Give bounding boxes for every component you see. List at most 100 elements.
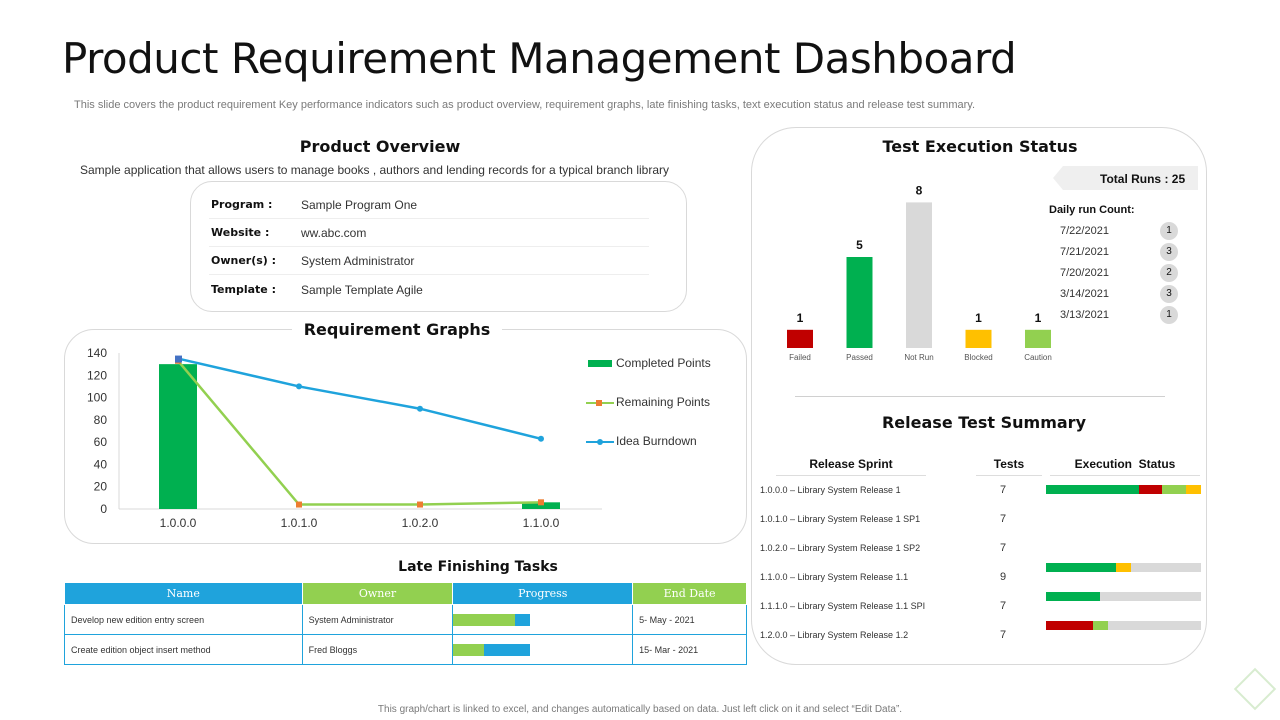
test-status-category: Passed xyxy=(846,353,873,362)
execution-status-segment xyxy=(1092,621,1108,630)
table-row[interactable]: Develop new edition entry screen System … xyxy=(64,604,747,635)
task-progress xyxy=(452,634,634,665)
remaining-points-marker xyxy=(296,501,302,508)
daily-run-count-badge: 3 xyxy=(1160,243,1178,261)
release-tests: 7 xyxy=(1000,513,1007,525)
execution-status-segment xyxy=(1162,485,1186,494)
overview-value: System Administrator xyxy=(301,254,415,268)
total-runs-label: Total Runs : 25 xyxy=(1100,172,1186,186)
daily-run-label: Daily run Count: xyxy=(1049,204,1135,216)
overview-row-website: Website : ww.abc.com xyxy=(209,219,649,247)
test-execution-heading: Test Execution Status xyxy=(882,137,1078,156)
test-status-category: Caution xyxy=(1024,353,1052,362)
requirement-graphs-heading: Requirement Graphs xyxy=(292,320,502,339)
task-end-date: 5- May - 2021 xyxy=(632,604,747,635)
daily-run-date: 7/21/2021 xyxy=(1060,246,1109,258)
task-progress xyxy=(452,604,634,635)
execution-status-bar xyxy=(1046,592,1201,601)
legend-burndown-marker xyxy=(597,439,603,445)
overview-key: Website : xyxy=(211,226,270,239)
progress-remaining-bar xyxy=(514,613,531,626)
release-tests: 7 xyxy=(1000,484,1007,496)
y-tick-label: 100 xyxy=(87,391,107,405)
legend-completed-label: Completed Points xyxy=(616,356,711,370)
table-row[interactable]: Create edition object insert method Fred… xyxy=(64,634,747,665)
page-subtitle: This slide covers the product requiremen… xyxy=(74,99,976,111)
legend-remaining-marker xyxy=(596,400,602,406)
execution-status-segment xyxy=(1046,485,1139,494)
idea-burndown-line xyxy=(177,357,542,441)
release-col-status: Execution Status xyxy=(1050,457,1200,476)
overview-key: Owner(s) : xyxy=(211,254,277,267)
idea-burndown-marker xyxy=(538,435,544,442)
overview-row-program: Program : Sample Program One xyxy=(209,191,649,219)
task-end-date: 15- Mar - 2021 xyxy=(632,634,747,665)
execution-status-segment xyxy=(1115,563,1132,572)
test-status-value: 5 xyxy=(856,238,863,252)
divider xyxy=(795,396,1165,397)
completed-points-bar xyxy=(522,502,560,509)
test-status-category: Failed xyxy=(789,353,811,362)
footer-note: This graph/chart is linked to excel, and… xyxy=(377,704,903,715)
column-header-name: Name xyxy=(64,582,303,605)
release-row[interactable]: 1.0.2.0 – Library System Release 1 SP2 7 xyxy=(760,538,1210,572)
release-row[interactable]: 1.0.1.0 – Library System Release 1 SP1 7 xyxy=(760,509,1210,538)
daily-run-row: 3/14/2021 3 xyxy=(1060,285,1180,303)
late-tasks-table: Name Owner Progress End Date Develop new… xyxy=(64,582,747,665)
product-overview-heading: Product Overview xyxy=(299,137,461,156)
release-tests: 7 xyxy=(1000,629,1007,641)
release-col-tests: Tests xyxy=(976,457,1042,476)
release-sprint: 1.0.2.0 – Library System Release 1 SP2 xyxy=(760,543,921,553)
release-sprint: 1.1.1.0 – Library System Release 1.1 SPI xyxy=(760,601,926,611)
column-header-progress: Progress xyxy=(452,582,634,605)
release-row[interactable]: 1.0.0.0 – Library System Release 1 7 xyxy=(760,480,1210,509)
overview-value: Sample Template Agile xyxy=(301,283,423,297)
release-row[interactable]: 1.1.1.0 – Library System Release 1.1 SPI… xyxy=(760,596,1210,630)
task-owner: System Administrator xyxy=(301,604,454,635)
late-tasks-heading: Late Finishing Tasks xyxy=(398,559,558,575)
release-row[interactable]: 1.1.0.0 – Library System Release 1.1 9 xyxy=(760,567,1210,601)
x-tick-label: 1.0.1.0 xyxy=(281,516,318,530)
execution-status-segment xyxy=(1131,563,1201,572)
execution-status-bar xyxy=(1046,563,1201,572)
y-tick-label: 120 xyxy=(87,368,107,382)
remaining-points-marker xyxy=(538,499,544,506)
daily-run-count-badge: 3 xyxy=(1160,285,1178,303)
overview-key: Program : xyxy=(211,198,273,211)
x-tick-label: 1.1.0.0 xyxy=(523,516,560,530)
y-tick-label: 80 xyxy=(94,413,108,427)
column-header-owner: Owner xyxy=(301,582,454,605)
remaining-points-marker xyxy=(417,501,423,508)
overview-key: Template : xyxy=(211,283,276,296)
y-tick-label: 140 xyxy=(87,346,107,360)
release-tests: 7 xyxy=(1000,542,1007,554)
total-runs-tag xyxy=(1053,166,1198,190)
daily-run-count-badge: 1 xyxy=(1160,306,1178,324)
execution-status-segment xyxy=(1139,485,1163,494)
y-tick-label: 20 xyxy=(94,480,108,494)
test-status-bar xyxy=(787,329,813,348)
daily-run-date: 7/20/2021 xyxy=(1060,267,1109,279)
overview-value: Sample Program One xyxy=(301,198,418,212)
release-row[interactable]: 1.2.0.0 – Library System Release 1.2 7 xyxy=(760,625,1210,654)
execution-status-bar xyxy=(1046,485,1201,494)
test-status-value: 1 xyxy=(797,311,804,325)
requirement-graphs-chart: 140 120 100 80 60 40 20 0 1.0.0.0 1.0.1.0 1.0.2.0… xyxy=(87,346,711,530)
daily-run-row: 7/22/2021 1 xyxy=(1060,222,1180,240)
test-status-bar xyxy=(1025,329,1051,348)
x-tick-label: 1.0.0.0 xyxy=(160,516,197,530)
progress-remaining-bar xyxy=(484,643,531,656)
release-tests: 7 xyxy=(1000,600,1007,612)
legend-burndown-label: Idea Burndown xyxy=(616,434,697,448)
release-summary-heading: Release Test Summary xyxy=(881,413,1086,432)
completed-points-bar xyxy=(159,364,197,509)
page-title: Product Requirement Management Dashboard xyxy=(62,34,1017,83)
task-owner: Fred Bloggs xyxy=(301,634,454,665)
release-rows: 1.0.0.0 – Library System Release 1 7 1.0.1… xyxy=(760,480,1210,660)
execution-status-bar xyxy=(1046,621,1201,630)
test-status-category: Blocked xyxy=(964,353,992,362)
daily-run-row: 7/20/2021 2 xyxy=(1060,264,1180,282)
y-tick-label: 60 xyxy=(94,435,108,449)
execution-status-segment xyxy=(1046,592,1101,601)
daily-run-row: 7/21/2021 3 xyxy=(1060,243,1180,261)
